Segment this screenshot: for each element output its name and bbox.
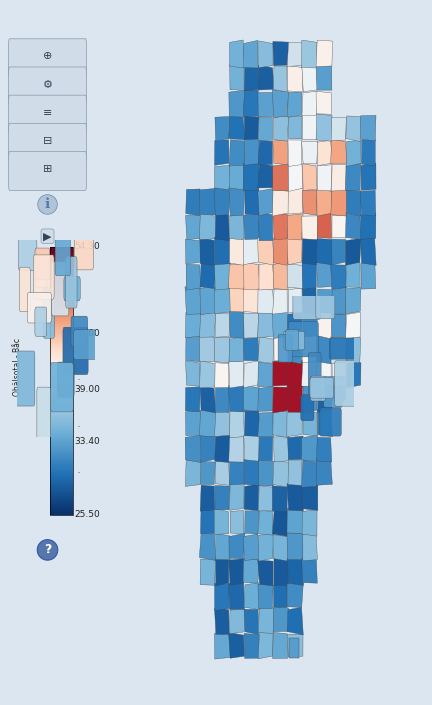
- FancyBboxPatch shape: [320, 408, 341, 436]
- FancyBboxPatch shape: [9, 152, 86, 190]
- FancyBboxPatch shape: [35, 248, 50, 280]
- Text: ℹ: ℹ: [45, 197, 50, 211]
- Text: ⚙: ⚙: [42, 80, 53, 90]
- FancyBboxPatch shape: [43, 288, 54, 338]
- Text: Ohälsotal - Båc: Ohälsotal - Båc: [13, 338, 22, 396]
- Text: ⊞: ⊞: [43, 164, 52, 174]
- FancyBboxPatch shape: [52, 262, 69, 316]
- FancyBboxPatch shape: [13, 351, 35, 406]
- Text: 54.30: 54.30: [74, 243, 100, 251]
- FancyBboxPatch shape: [330, 338, 358, 359]
- FancyBboxPatch shape: [71, 316, 88, 347]
- FancyBboxPatch shape: [75, 234, 93, 270]
- Polygon shape: [289, 639, 299, 658]
- Text: ?: ?: [44, 544, 51, 556]
- FancyBboxPatch shape: [286, 329, 299, 350]
- FancyBboxPatch shape: [324, 386, 343, 407]
- FancyBboxPatch shape: [283, 331, 305, 350]
- FancyBboxPatch shape: [66, 257, 77, 308]
- Text: ⊕: ⊕: [43, 51, 52, 61]
- FancyBboxPatch shape: [9, 67, 86, 106]
- Text: 39.00: 39.00: [74, 384, 100, 393]
- FancyBboxPatch shape: [35, 260, 47, 288]
- FancyBboxPatch shape: [35, 307, 47, 336]
- FancyBboxPatch shape: [37, 387, 51, 441]
- FancyBboxPatch shape: [310, 378, 334, 398]
- FancyBboxPatch shape: [19, 267, 30, 312]
- Text: 45.00: 45.00: [74, 329, 100, 338]
- FancyBboxPatch shape: [293, 293, 321, 319]
- FancyBboxPatch shape: [64, 276, 80, 301]
- FancyBboxPatch shape: [9, 95, 86, 134]
- Text: ▶: ▶: [43, 231, 52, 241]
- FancyBboxPatch shape: [51, 362, 73, 412]
- FancyBboxPatch shape: [310, 376, 326, 401]
- FancyBboxPatch shape: [321, 376, 345, 401]
- FancyBboxPatch shape: [334, 361, 356, 406]
- FancyBboxPatch shape: [301, 395, 314, 421]
- FancyBboxPatch shape: [63, 327, 88, 374]
- FancyBboxPatch shape: [27, 293, 51, 323]
- FancyBboxPatch shape: [278, 334, 292, 362]
- FancyBboxPatch shape: [9, 123, 86, 162]
- FancyBboxPatch shape: [316, 288, 335, 319]
- Text: ⊟: ⊟: [43, 136, 52, 146]
- Text: ≡: ≡: [43, 108, 52, 118]
- FancyBboxPatch shape: [19, 239, 37, 271]
- FancyBboxPatch shape: [55, 231, 70, 276]
- FancyBboxPatch shape: [57, 362, 74, 398]
- FancyBboxPatch shape: [288, 321, 318, 357]
- FancyBboxPatch shape: [74, 330, 98, 360]
- FancyBboxPatch shape: [33, 255, 54, 299]
- FancyBboxPatch shape: [308, 352, 321, 395]
- Text: 25.50: 25.50: [74, 510, 100, 519]
- Text: 33.40: 33.40: [74, 436, 100, 446]
- FancyBboxPatch shape: [9, 39, 86, 78]
